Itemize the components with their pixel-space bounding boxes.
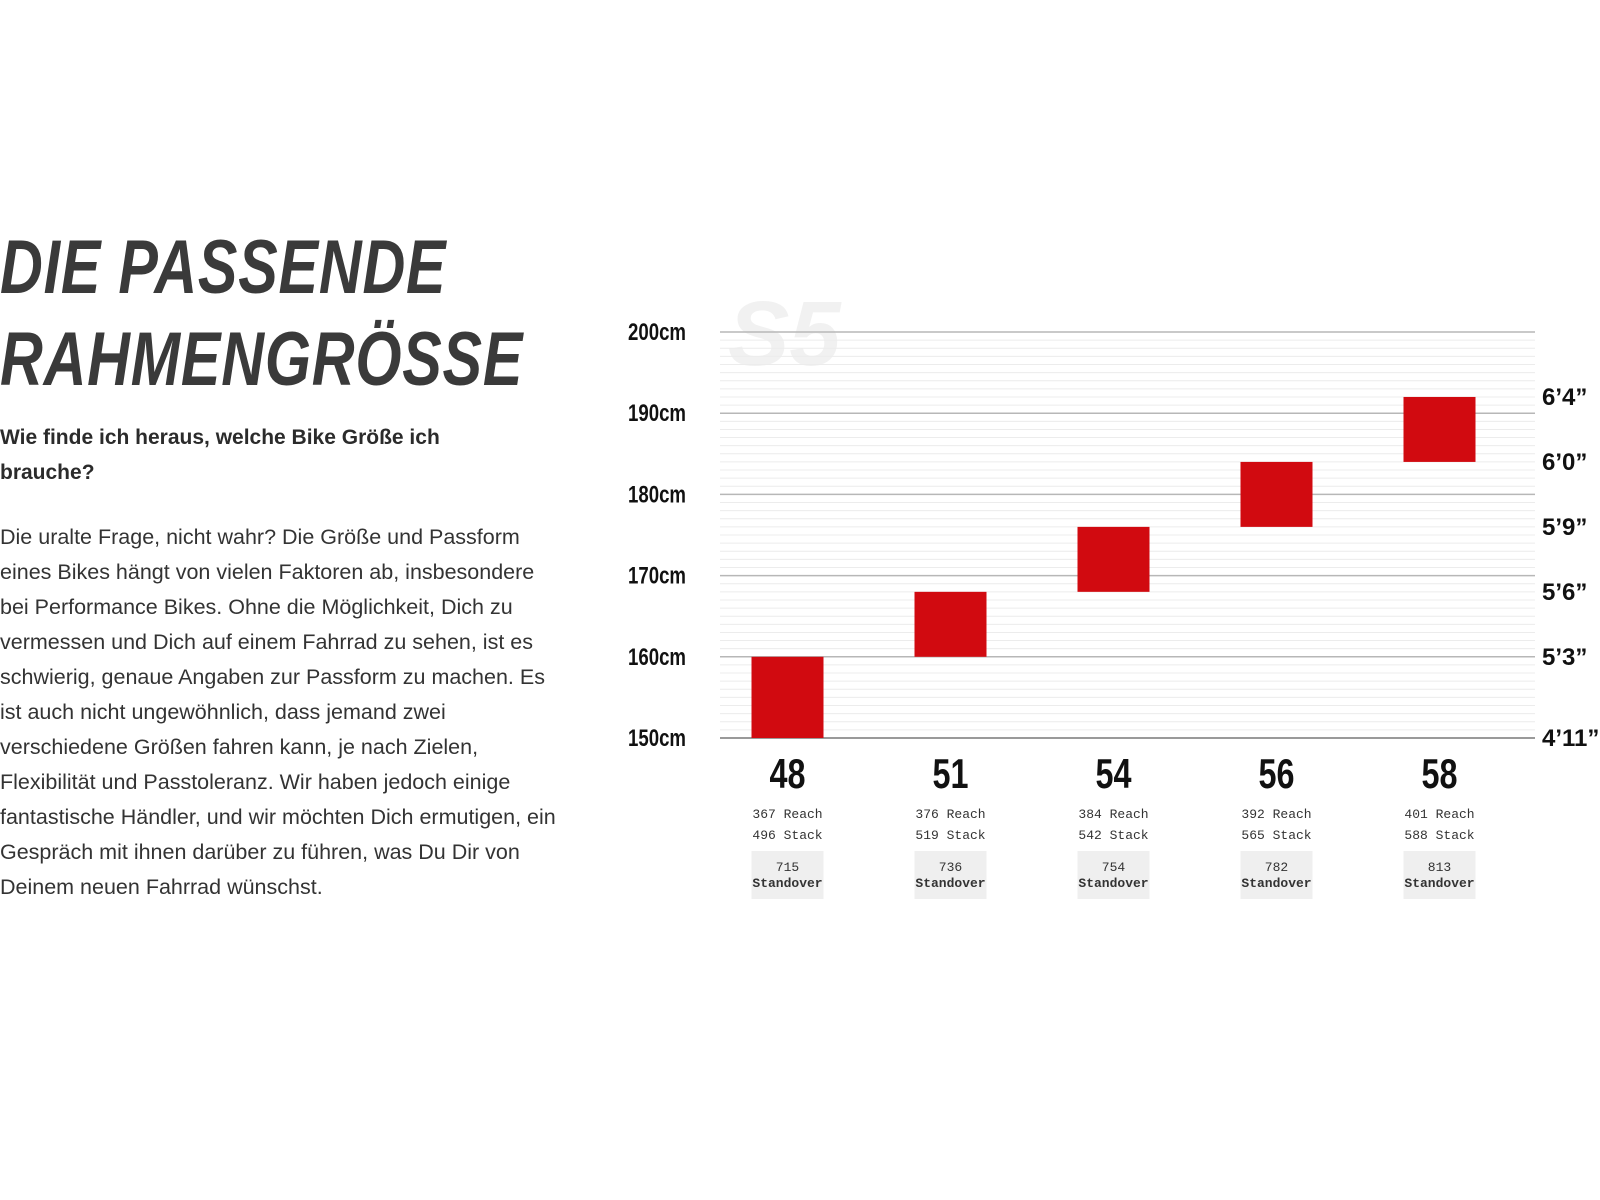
y-tick-label-cm: 170cm: [628, 563, 686, 590]
frame-size-label: 56: [1259, 750, 1295, 797]
page-title: DIE PASSENDE RAHMENGRÖSSE: [0, 222, 523, 406]
y-tick-label-ft: 5’6”: [1542, 579, 1587, 606]
body-text: Die uralte Frage, nicht wahr? Die Größe …: [0, 525, 556, 899]
standover-box: [914, 851, 987, 899]
stack-label: 565 Stack: [1241, 828, 1311, 843]
y-tick-label-ft: 5’3”: [1542, 644, 1587, 671]
frame-size-chart: S5 150cm 160cm 170cm 180cm 190cm 200cm 4’11” 5…: [628, 283, 1599, 899]
y-tick-label-ft: 4’11”: [1542, 725, 1599, 752]
standover-label: Standover: [1241, 876, 1311, 891]
y-tick-label-ft: 6’4”: [1542, 384, 1587, 411]
bar-size-56: [1240, 461, 1313, 527]
frame-size-label: 48: [770, 750, 806, 797]
standover-box: [751, 851, 824, 899]
y-tick-label-cm: 200cm: [628, 319, 686, 346]
stack-label: 496 Stack: [752, 828, 822, 843]
stack-label: 542 Stack: [1078, 828, 1148, 843]
standover-box: [1077, 851, 1150, 899]
standover-box: [1240, 851, 1313, 899]
y-tick-label-cm: 180cm: [628, 481, 686, 508]
y-tick-label-cm: 160cm: [628, 644, 686, 671]
standover-value: 782: [1265, 860, 1288, 875]
bar-size-54: [1077, 526, 1150, 592]
page-title-line-1: DIE PASSENDE: [0, 225, 447, 310]
y-tick-label-cm: 150cm: [628, 725, 686, 752]
y-tick-label-cm: 190cm: [628, 400, 686, 427]
frame-size-label: 58: [1422, 750, 1458, 797]
standover-label: Standover: [1078, 876, 1148, 891]
reach-label: 384 Reach: [1078, 807, 1148, 822]
standover-value: 813: [1428, 860, 1451, 875]
frame-size-label: 51: [933, 750, 969, 797]
standover-value: 736: [939, 860, 962, 875]
reach-label: 367 Reach: [752, 807, 822, 822]
standover-label: Standover: [1404, 876, 1474, 891]
reach-label: 376 Reach: [915, 807, 985, 822]
stack-label: 588 Stack: [1404, 828, 1474, 843]
y-tick-label-ft: 5’9”: [1542, 514, 1587, 541]
standover-value: 754: [1102, 860, 1126, 875]
watermark-text: S5: [728, 283, 842, 385]
page-title-line-2: RAHMENGRÖSSE: [0, 317, 524, 402]
frame-size-label: 54: [1096, 750, 1132, 797]
stack-label: 519 Stack: [915, 828, 985, 843]
standover-label: Standover: [915, 876, 985, 891]
subheading: Wie finde ich heraus, welche Bike Größe …: [0, 426, 440, 484]
bar-size-51: [914, 591, 987, 657]
bar-size-58: [1403, 396, 1476, 462]
reach-label: 392 Reach: [1241, 807, 1311, 822]
standover-box: [1403, 851, 1476, 899]
bar-size-48: [751, 656, 824, 738]
reach-label: 401 Reach: [1404, 807, 1474, 822]
y-tick-label-ft: 6’0”: [1542, 449, 1587, 476]
standover-value: 715: [776, 860, 799, 875]
standover-label: Standover: [752, 876, 822, 891]
